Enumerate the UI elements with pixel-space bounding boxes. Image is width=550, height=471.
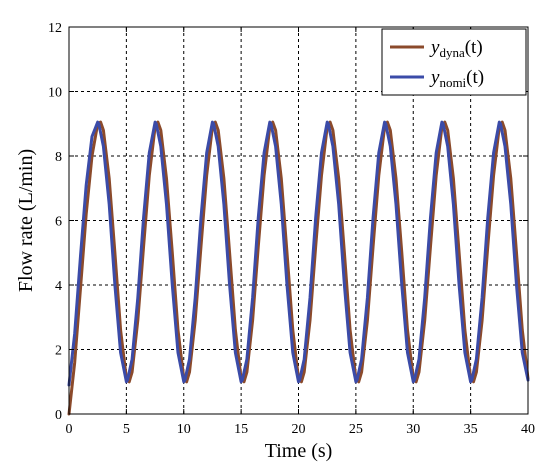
x-tick-label: 10 xyxy=(177,422,191,437)
grid-lines xyxy=(69,27,528,414)
x-tick-label: 5 xyxy=(123,422,130,437)
x-tick-label: 40 xyxy=(521,422,535,437)
x-tick-label: 25 xyxy=(349,422,363,437)
x-tick-label: 0 xyxy=(66,422,73,437)
x-tick-label: 20 xyxy=(292,422,306,437)
x-tick-label: 30 xyxy=(406,422,420,437)
y-tick-label: 0 xyxy=(55,408,62,423)
y-axis-label: Flow rate (L/min) xyxy=(15,149,37,292)
y-tick-label: 12 xyxy=(48,21,62,36)
y-tick-label: 10 xyxy=(48,86,62,101)
legend: ydyna(t) ynomi(t) xyxy=(381,28,527,96)
legend-entry-dyna: ydyna(t) xyxy=(429,37,483,60)
x-tick-labels: 0 5 10 15 20 25 30 35 40 xyxy=(66,422,536,437)
y-tick-labels: 0 2 4 6 8 10 12 xyxy=(48,21,62,423)
y-tick-label: 6 xyxy=(55,215,62,230)
x-tick-label: 15 xyxy=(234,422,248,437)
x-axis-label: Time (s) xyxy=(265,440,333,462)
y-tick-label: 8 xyxy=(55,150,62,165)
series-line-nomi xyxy=(67,120,530,387)
series-lines xyxy=(67,120,530,416)
legend-entry-nomi: ynomi(t) xyxy=(429,67,484,90)
legend-box xyxy=(381,28,527,96)
y-tick-label: 4 xyxy=(55,279,62,294)
x-tick-label: 35 xyxy=(464,422,478,437)
tick-marks xyxy=(68,26,529,415)
y-tick-label: 2 xyxy=(55,344,62,359)
